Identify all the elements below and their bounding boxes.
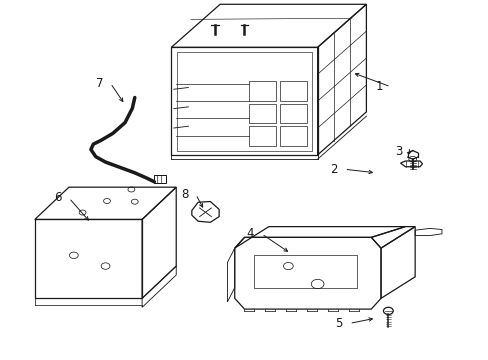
Text: 7: 7: [95, 77, 103, 90]
Text: 2: 2: [329, 163, 336, 176]
Text: 6: 6: [54, 192, 61, 204]
Text: 5: 5: [334, 317, 341, 330]
Text: 1: 1: [375, 80, 383, 93]
Text: 4: 4: [246, 227, 254, 240]
Text: 3: 3: [395, 145, 402, 158]
Text: 8: 8: [181, 188, 188, 201]
